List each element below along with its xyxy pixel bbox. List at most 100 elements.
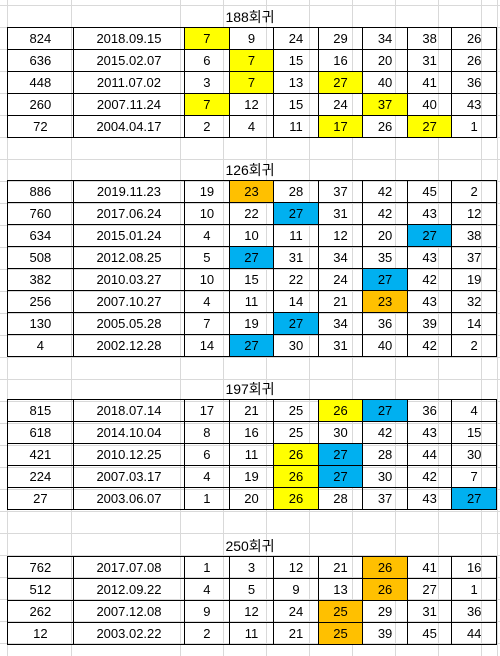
number-cell[interactable]: 45 (406, 622, 453, 645)
number-cell[interactable]: 16 (228, 421, 275, 444)
round-cell[interactable]: 815 (7, 399, 74, 422)
round-cell[interactable]: 448 (7, 71, 74, 94)
round-cell[interactable]: 760 (7, 202, 74, 225)
bonus-number-cell[interactable]: 4 (451, 399, 497, 422)
number-cell[interactable]: 11 (228, 622, 275, 645)
number-cell[interactable]: 24 (317, 93, 364, 116)
round-cell[interactable]: 27 (7, 487, 74, 510)
date-cell[interactable]: 2005.05.28 (72, 312, 186, 335)
number-cell[interactable]: 7 (228, 49, 275, 72)
number-cell[interactable]: 44 (406, 443, 453, 466)
date-cell[interactable]: 2011.07.02 (72, 71, 186, 94)
round-cell[interactable]: 886 (7, 180, 74, 203)
number-cell[interactable]: 21 (228, 399, 275, 422)
number-cell[interactable]: 4 (184, 224, 230, 247)
number-cell[interactable]: 28 (273, 180, 319, 203)
number-cell[interactable]: 26 (273, 443, 319, 466)
number-cell[interactable]: 43 (406, 246, 453, 269)
date-cell[interactable]: 2017.07.08 (72, 556, 186, 579)
number-cell[interactable]: 17 (317, 115, 364, 138)
round-cell[interactable]: 618 (7, 421, 74, 444)
number-cell[interactable]: 30 (273, 334, 319, 357)
bonus-number-cell[interactable]: 32 (451, 290, 497, 313)
number-cell[interactable]: 39 (406, 312, 453, 335)
number-cell[interactable]: 20 (228, 487, 275, 510)
bonus-number-cell[interactable]: 2 (451, 334, 497, 357)
number-cell[interactable]: 7 (228, 71, 275, 94)
number-cell[interactable]: 45 (406, 180, 453, 203)
date-cell[interactable]: 2012.08.25 (72, 246, 186, 269)
number-cell[interactable]: 36 (406, 399, 453, 422)
date-cell[interactable]: 2003.06.07 (72, 487, 186, 510)
number-cell[interactable]: 15 (228, 268, 275, 291)
number-cell[interactable]: 35 (362, 246, 408, 269)
number-cell[interactable]: 4 (184, 465, 230, 488)
number-cell[interactable]: 26 (362, 556, 408, 579)
number-cell[interactable]: 27 (317, 465, 364, 488)
number-cell[interactable]: 40 (362, 71, 408, 94)
number-cell[interactable]: 28 (362, 443, 408, 466)
number-cell[interactable]: 1 (184, 487, 230, 510)
number-cell[interactable]: 7 (184, 312, 230, 335)
round-cell[interactable]: 508 (7, 246, 74, 269)
number-cell[interactable]: 24 (273, 27, 319, 50)
number-cell[interactable]: 27 (317, 71, 364, 94)
number-cell[interactable]: 24 (317, 268, 364, 291)
number-cell[interactable]: 21 (317, 290, 364, 313)
date-cell[interactable]: 2003.02.22 (72, 622, 186, 645)
number-cell[interactable]: 29 (317, 27, 364, 50)
bonus-number-cell[interactable]: 7 (451, 465, 497, 488)
round-cell[interactable]: 260 (7, 93, 74, 116)
number-cell[interactable]: 4 (184, 578, 230, 601)
number-cell[interactable]: 34 (317, 312, 364, 335)
number-cell[interactable]: 9 (184, 600, 230, 623)
date-cell[interactable]: 2018.07.14 (72, 399, 186, 422)
round-cell[interactable]: 762 (7, 556, 74, 579)
number-cell[interactable]: 9 (273, 578, 319, 601)
number-cell[interactable]: 25 (273, 399, 319, 422)
number-cell[interactable]: 2 (184, 115, 230, 138)
number-cell[interactable]: 41 (406, 71, 453, 94)
number-cell[interactable]: 12 (228, 600, 275, 623)
date-cell[interactable]: 2002.12.28 (72, 334, 186, 357)
number-cell[interactable]: 12 (273, 556, 319, 579)
number-cell[interactable]: 27 (362, 399, 408, 422)
number-cell[interactable]: 7 (184, 93, 230, 116)
round-cell[interactable]: 824 (7, 27, 74, 50)
number-cell[interactable]: 27 (406, 224, 453, 247)
number-cell[interactable]: 27 (273, 312, 319, 335)
number-cell[interactable]: 27 (362, 268, 408, 291)
bonus-number-cell[interactable]: 38 (451, 224, 497, 247)
number-cell[interactable]: 27 (406, 578, 453, 601)
number-cell[interactable]: 40 (406, 93, 453, 116)
number-cell[interactable]: 11 (228, 290, 275, 313)
number-cell[interactable]: 26 (273, 465, 319, 488)
date-cell[interactable]: 2007.12.08 (72, 600, 186, 623)
number-cell[interactable]: 17 (184, 399, 230, 422)
number-cell[interactable]: 6 (184, 443, 230, 466)
number-cell[interactable]: 23 (228, 180, 275, 203)
round-cell[interactable]: 4 (7, 334, 74, 357)
number-cell[interactable]: 8 (184, 421, 230, 444)
round-cell[interactable]: 256 (7, 290, 74, 313)
number-cell[interactable]: 42 (406, 268, 453, 291)
number-cell[interactable]: 10 (184, 268, 230, 291)
number-cell[interactable]: 3 (228, 556, 275, 579)
round-cell[interactable]: 72 (7, 115, 74, 138)
number-cell[interactable]: 37 (317, 180, 364, 203)
number-cell[interactable]: 34 (362, 27, 408, 50)
number-cell[interactable]: 27 (317, 443, 364, 466)
number-cell[interactable]: 26 (362, 578, 408, 601)
round-cell[interactable]: 262 (7, 600, 74, 623)
date-cell[interactable]: 2007.11.24 (72, 93, 186, 116)
date-cell[interactable]: 2015.01.24 (72, 224, 186, 247)
bonus-number-cell[interactable]: 1 (451, 115, 497, 138)
number-cell[interactable]: 5 (184, 246, 230, 269)
number-cell[interactable]: 15 (273, 93, 319, 116)
number-cell[interactable]: 43 (406, 421, 453, 444)
number-cell[interactable]: 20 (362, 49, 408, 72)
number-cell[interactable]: 25 (273, 421, 319, 444)
bonus-number-cell[interactable]: 16 (451, 556, 497, 579)
bonus-number-cell[interactable]: 30 (451, 443, 497, 466)
number-cell[interactable]: 21 (273, 622, 319, 645)
